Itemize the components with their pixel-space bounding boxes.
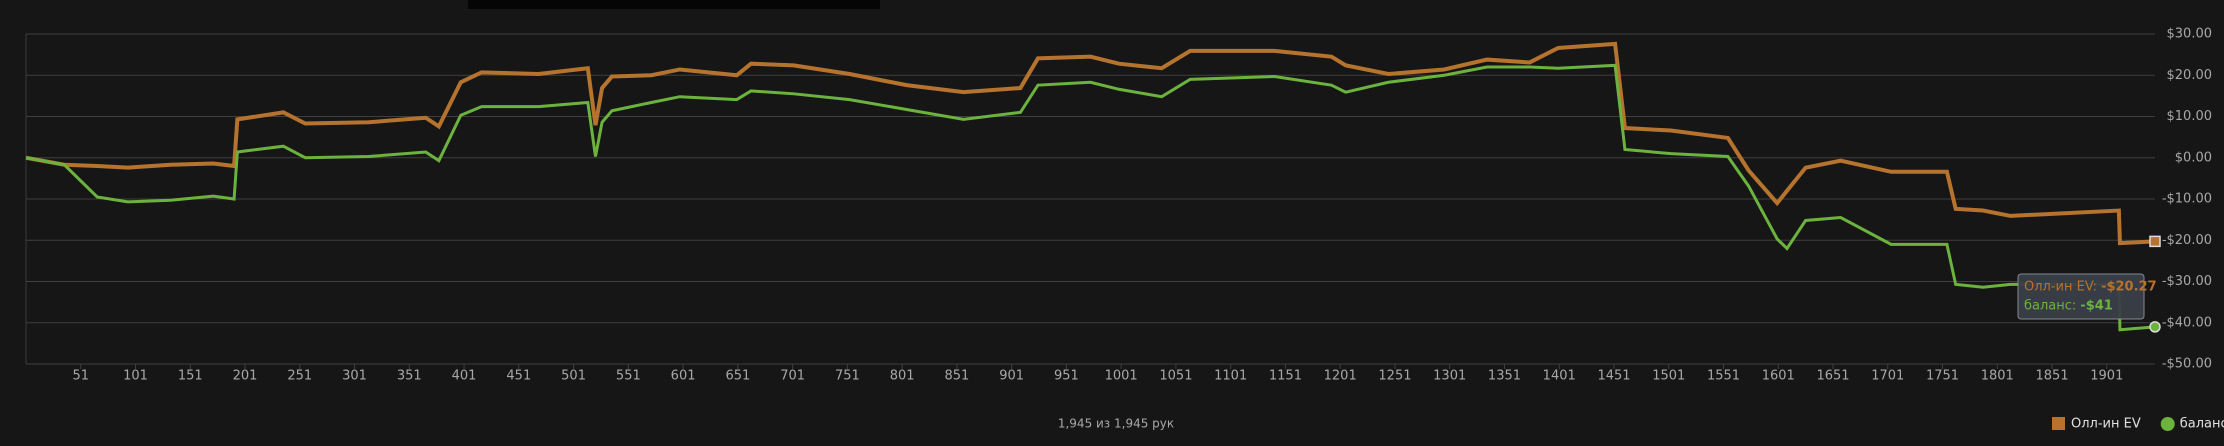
y-tick-label: -$40.00: [2162, 315, 2212, 330]
y-tick-label: $10.00: [2167, 109, 2213, 124]
x-tick-label: 501: [561, 369, 586, 384]
tooltip: Олл-ин EV: -$20.27 баланс: -$41: [2017, 273, 2157, 320]
x-tick-label: 1601: [1762, 369, 1795, 384]
legend-label: Олл-ин EV: [2071, 417, 2141, 432]
y-tick-label: -$20.00: [2162, 233, 2212, 248]
x-tick-label: 901: [999, 369, 1024, 384]
x-tick-label: 51: [72, 369, 89, 384]
tooltip-value: -$41: [2080, 299, 2113, 314]
x-tick-label: 651: [725, 369, 750, 384]
x-tick-label: 751: [835, 369, 860, 384]
y-tick-label: -$10.00: [2162, 192, 2212, 207]
x-tick-label: 951: [1054, 369, 1079, 384]
legend-marker: [2160, 417, 2175, 431]
x-tick-label: 601: [671, 369, 696, 384]
x-tick-label: 851: [944, 369, 969, 384]
x-tick-label: 701: [780, 369, 805, 384]
x-tick-label: 201: [233, 369, 258, 384]
grid: $30.00 $20.00 $10.00 $0.00 -$10.00 -$20.00 -$3…: [25, 27, 2213, 384]
x-tick-label: 1851: [2036, 369, 2069, 384]
x-tick-label: 801: [890, 369, 915, 384]
y-tick-label: $0.00: [2175, 150, 2212, 165]
x-tick-label: 351: [397, 369, 422, 384]
y-tick-label: $30.00: [2167, 27, 2213, 42]
x-tick-label: 1051: [1159, 369, 1192, 384]
x-tick-label: 551: [616, 369, 641, 384]
point-marker: [2149, 235, 2161, 248]
x-tick-label: 1251: [1378, 369, 1411, 384]
y-tick-label: -$30.00: [2162, 274, 2212, 289]
series-line: [25, 41, 2156, 246]
series-line: [25, 63, 2156, 332]
tooltip-box: [2017, 273, 2145, 320]
x-tick-label: 1901: [2090, 369, 2123, 384]
x-tick-label: 1501: [1652, 369, 1685, 384]
y-tick-label: $20.00: [2167, 68, 2213, 83]
x-tick-label: 301: [342, 369, 367, 384]
tooltip-label: баланс:: [2024, 299, 2076, 314]
x-tick-label: 251: [287, 369, 312, 384]
x-tick-label: 1751: [1926, 369, 1959, 384]
x-tick-label: 1301: [1433, 369, 1466, 384]
y-tick-label: -$50.00: [2162, 357, 2212, 372]
x-tick-label: 451: [506, 369, 531, 384]
x-tick-label: 1101: [1214, 369, 1247, 384]
x-tick-label: 1401: [1543, 369, 1576, 384]
x-tick-label: 1451: [1597, 369, 1630, 384]
top-bar: [468, 0, 880, 9]
x-tick-label: 1351: [1488, 369, 1521, 384]
x-tick-label: 401: [452, 369, 477, 384]
legend-label: баланс: [2180, 417, 2224, 432]
x-tick-label: 101: [123, 369, 148, 384]
x-tick-label: 1701: [1871, 369, 1904, 384]
x-tick-label: 1201: [1324, 369, 1357, 384]
x-tick-label: 1001: [1105, 369, 1138, 384]
tooltip-value: -$20.27: [2101, 280, 2157, 295]
tooltip-label: Олл-ин EV:: [2024, 280, 2097, 295]
x-tick-label: 1151: [1269, 369, 1302, 384]
legend-marker: [2052, 417, 2065, 430]
x-tick-label: 151: [178, 369, 203, 384]
x-tick-label: 1801: [1981, 369, 2014, 384]
point-marker: [2149, 321, 2161, 333]
x-tick-label: 1651: [1816, 369, 1849, 384]
legend: Олл-ин EV баланс: [2052, 417, 2224, 432]
x-tick-label: 1551: [1707, 369, 1740, 384]
plot: [25, 41, 2161, 333]
footer: 1,945 из 1,945 рук: [1058, 417, 1174, 431]
